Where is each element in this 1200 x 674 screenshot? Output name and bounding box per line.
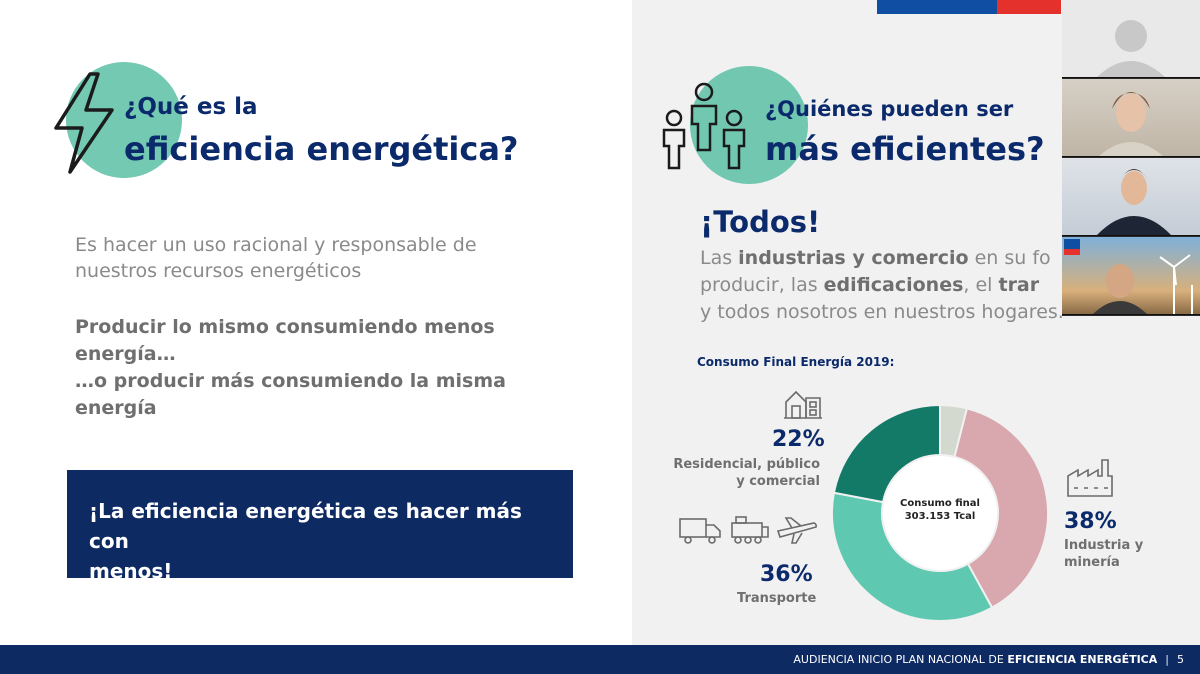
participant-tile[interactable]: [1062, 0, 1200, 78]
page-number: 5: [1177, 653, 1184, 666]
lightning-icon: [54, 72, 114, 174]
callout-box: ¡La eficiencia energética es hacer más c…: [67, 470, 573, 583]
chart-title: Consumo Final Energía 2019:: [697, 355, 895, 369]
left-title-small: ¿Qué es la: [124, 94, 258, 120]
definition-text: Es hacer un uso racional y responsable d…: [75, 234, 477, 282]
video-participants-strip: [1062, 0, 1200, 316]
transporte-label: Transporte: [737, 591, 817, 606]
participant-tile[interactable]: [1062, 237, 1200, 315]
footer-bold: EFICIENCIA ENERGÉTICA: [1007, 653, 1158, 666]
produce-text: Producir lo mismo consumiendo menos ener…: [75, 316, 506, 419]
truck-icon: [679, 518, 721, 544]
donut-slice-3: [832, 403, 941, 504]
todos-heading: ¡Todos!: [700, 205, 821, 239]
donut-slice-2: [831, 491, 994, 622]
participant-video-icon: [1097, 169, 1171, 235]
footer-separator: |: [1165, 653, 1169, 666]
participant-tile[interactable]: [1062, 79, 1200, 157]
residencial-label: Residencial, público y comercial: [673, 457, 820, 489]
left-slide-panel: ¿Qué es la eficiencia energética? Es hac…: [54, 62, 573, 583]
participant-tile[interactable]: [1062, 158, 1200, 236]
donut-hole: [883, 456, 997, 570]
residencial-percentage: 22%: [772, 427, 825, 452]
donut-slice-4: [939, 403, 969, 459]
industria-percentage: 38%: [1064, 509, 1117, 534]
factory-icon: [1067, 459, 1113, 497]
footer-text: AUDIENCIA INICIO PLAN NACIONAL DE: [793, 653, 1008, 666]
people-icon: [662, 82, 746, 170]
donut-center-label: Consumo final 303.153 Tcal: [900, 498, 980, 522]
industria-label: Industria y minería: [1064, 538, 1144, 570]
house-icon: [784, 390, 822, 419]
right-title-small: ¿Quiénes pueden ser: [765, 97, 1014, 121]
plane-icon: [776, 517, 817, 544]
right-title-big: más eficientes?: [765, 130, 1045, 168]
energy-donut-chart: [831, 403, 1049, 622]
flag-stripe: [877, 0, 1061, 14]
train-icon: [731, 516, 769, 544]
avatar-placeholder-icon: [1097, 20, 1165, 77]
donut-slice-1: [953, 407, 1049, 610]
todos-text: Las industrias y comercio en su fo produ…: [700, 247, 1064, 323]
participant-video-icon: [1064, 239, 1193, 314]
slide-footer: AUDIENCIA INICIO PLAN NACIONAL DE EFICIE…: [0, 645, 1200, 674]
participant-video-icon: [1099, 92, 1163, 156]
left-title-big: eficiencia energética?: [124, 130, 519, 168]
transporte-percentage: 36%: [760, 562, 813, 587]
